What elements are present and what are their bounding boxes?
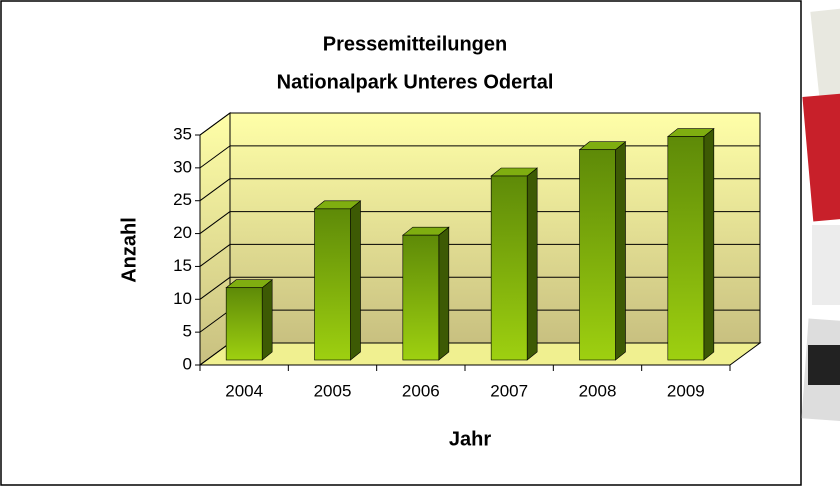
y-axis-title: Anzahl [118,217,140,283]
bar-side [615,141,626,361]
x-tick-label: 2007 [490,381,528,400]
bar-side [350,200,361,361]
y-tick-label: 15 [173,256,192,275]
grid-line [199,342,231,366]
grid-line [199,244,231,267]
bar [225,287,263,361]
y-tick-label: 10 [173,289,192,308]
x-tick-label: 2009 [667,381,705,400]
side-wall [199,112,231,366]
grid-line [199,309,231,333]
bar-side [526,167,538,361]
y-tick-label: 0 [183,354,192,373]
y-tick-label: 20 [173,223,192,242]
newspaper-clippings [801,8,840,422]
grid-line [199,178,231,202]
grid-line [199,276,231,300]
bar [402,234,440,361]
bar-side [261,279,273,361]
chart-title: Nationalpark Unteres Odertal [277,71,554,93]
bar-side [703,127,715,361]
bar-side [438,226,450,361]
grid-line [199,145,231,169]
bar [667,136,705,361]
x-tick-label: 2008 [579,381,617,400]
y-tick-label: 25 [173,190,192,209]
x-tick-label: 2004 [225,381,263,400]
chart-title: Pressemitteilungen [323,33,508,55]
bar [490,175,528,361]
x-tick-label: 2005 [314,381,352,400]
x-tick-label: 2006 [402,381,440,400]
y-tick-label: 35 [173,124,192,143]
grid-line [199,211,231,234]
grid-line [199,112,231,136]
y-tick-label: 30 [173,157,192,176]
x-axis-title: Jahr [449,428,491,450]
y-tick-label: 5 [183,322,192,341]
bar [579,149,616,361]
bar [314,208,351,361]
